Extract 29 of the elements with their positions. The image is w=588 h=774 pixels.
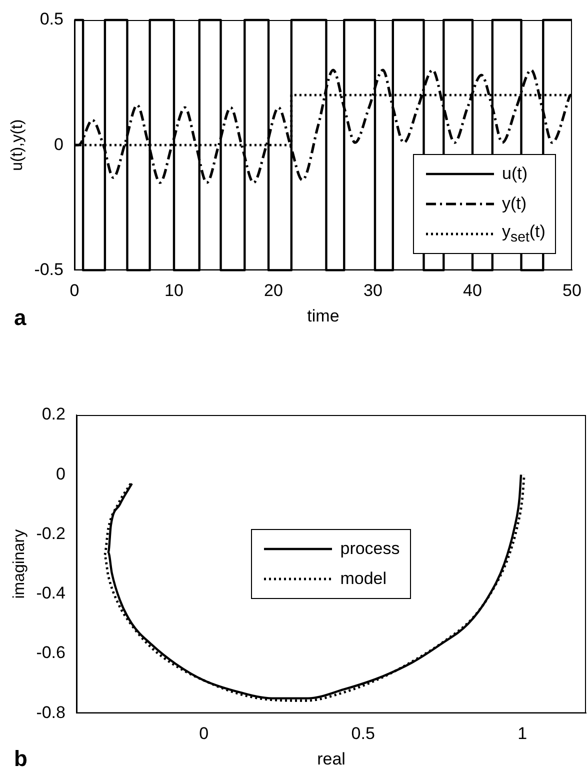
y-tick-label: 0.2 bbox=[42, 404, 66, 424]
x-tick-label: 40 bbox=[463, 281, 482, 300]
x-tick-label: 1 bbox=[518, 724, 528, 744]
legend-label: model bbox=[340, 569, 387, 590]
x-tick-label: 0.5 bbox=[351, 724, 375, 744]
y-tick-label: 0 bbox=[56, 464, 66, 484]
legend-label: y$_{set}$(t) bbox=[502, 222, 546, 246]
y-tick-label: 0 bbox=[54, 134, 64, 154]
x-axis-title: real bbox=[317, 749, 346, 768]
x-tick-label: 20 bbox=[264, 281, 283, 300]
text: b bbox=[14, 746, 28, 772]
legend-label: process bbox=[340, 539, 400, 560]
y-tick-label: 0.5 bbox=[40, 10, 64, 29]
legend-label: y(t) bbox=[502, 194, 527, 214]
y-axis-title: imaginary bbox=[11, 529, 28, 599]
y-axis-title: u(t),y(t) bbox=[9, 119, 26, 171]
x-tick-label: 10 bbox=[164, 281, 184, 300]
y-tick-label: -0.6 bbox=[36, 643, 66, 662]
y-tick-label: -0.5 bbox=[34, 260, 64, 279]
x-tick-label: 30 bbox=[364, 281, 382, 300]
legend-label: u(t) bbox=[502, 164, 528, 184]
y-tick-label: -0.2 bbox=[36, 524, 66, 543]
y-tick-label: -0.4 bbox=[36, 584, 66, 603]
x-tick-label: 0 bbox=[70, 281, 80, 300]
x-axis-title: time bbox=[307, 306, 340, 326]
x-tick-label: 0 bbox=[199, 724, 209, 744]
x-tick-label: 50 bbox=[562, 281, 582, 300]
y-tick-label: -0.8 bbox=[36, 702, 66, 722]
text: a bbox=[14, 305, 26, 331]
